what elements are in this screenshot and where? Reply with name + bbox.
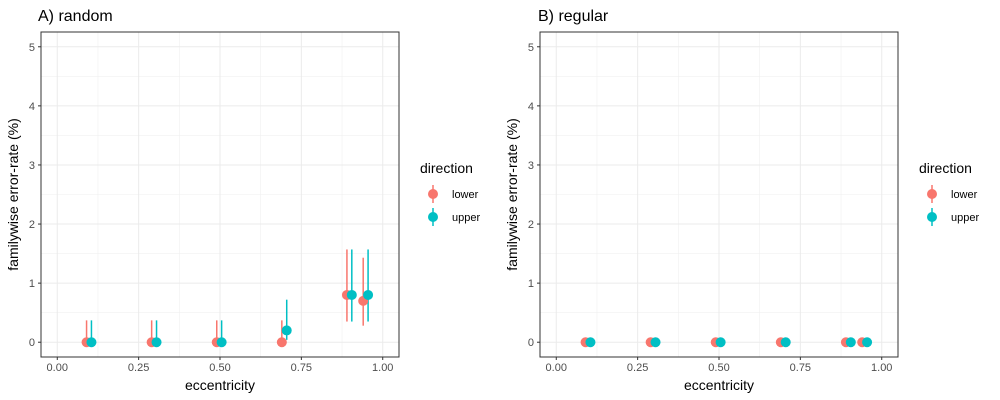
data-point-upper [151,337,162,348]
data-point-upper [86,337,97,348]
x-axis-title: eccentricity [684,377,754,393]
y-tick-label: 5 [528,42,534,54]
x-tick-label: 0.00 [47,362,68,374]
y-tick-label: 4 [528,101,534,113]
data-layer [81,249,374,348]
x-tick-label: 0.75 [291,362,312,374]
legend-title: direction [919,160,972,176]
data-point-upper [845,337,856,348]
panel-regular: 0.00 0.25 0.50 0.75 1.00 0 1 2 3 4 5 B) regular ecce… [504,8,979,393]
y-tick-label: 2 [528,219,534,231]
y-axis-title: familywise error-rate (%) [5,118,21,270]
panel-title: B) regular [538,8,609,25]
legend: direction lower upper [420,160,480,226]
y-tick-label: 0 [528,337,534,349]
data-point-upper [650,337,661,348]
data-point-lower [276,337,287,348]
data-point-upper [780,337,791,348]
legend-key-point-lower [927,189,937,199]
y-tick-label: 3 [29,160,35,172]
legend-label-lower: lower [452,189,479,201]
data-point-upper [281,325,292,336]
y-tick-label: 4 [29,101,35,113]
x-tick-label: 0.75 [790,362,811,374]
y-tick-label: 0 [29,337,35,349]
legend-label-upper: upper [951,212,979,224]
data-point-upper [363,289,374,300]
panel-title: A) random [38,8,113,25]
data-layer [580,337,873,348]
y-tick-label: 5 [29,42,35,54]
data-point-upper [715,337,726,348]
panel-random: 0.00 0.25 0.50 0.75 1.00 0 1 2 3 4 5 A) random eccen… [5,8,480,393]
x-axis-title: eccentricity [185,377,255,393]
gridlines [41,32,399,357]
legend-key-point-upper [428,212,438,222]
data-point-upper [346,289,357,300]
legend-key-point-upper [927,212,937,222]
x-tick-label: 0.50 [708,362,729,374]
x-tick-label: 0.25 [627,362,648,374]
y-tick-label: 3 [528,160,534,172]
legend: direction lower upper [919,160,979,226]
legend-title: direction [420,160,473,176]
gridlines [540,32,898,357]
x-tick-label: 0.00 [546,362,567,374]
legend-label-upper: upper [452,212,480,224]
y-tick-label: 1 [528,278,534,290]
data-point-upper [862,337,873,348]
legend-label-lower: lower [951,189,978,201]
x-tick-label: 0.25 [128,362,149,374]
data-point-upper [216,337,227,348]
x-tick-label: 1.00 [871,362,892,374]
y-tick-label: 1 [29,278,35,290]
legend-key-point-lower [428,189,438,199]
y-tick-label: 2 [29,219,35,231]
data-point-upper [585,337,596,348]
y-axis-title: familywise error-rate (%) [504,118,520,270]
x-tick-label: 0.50 [209,362,230,374]
x-tick-label: 1.00 [372,362,393,374]
